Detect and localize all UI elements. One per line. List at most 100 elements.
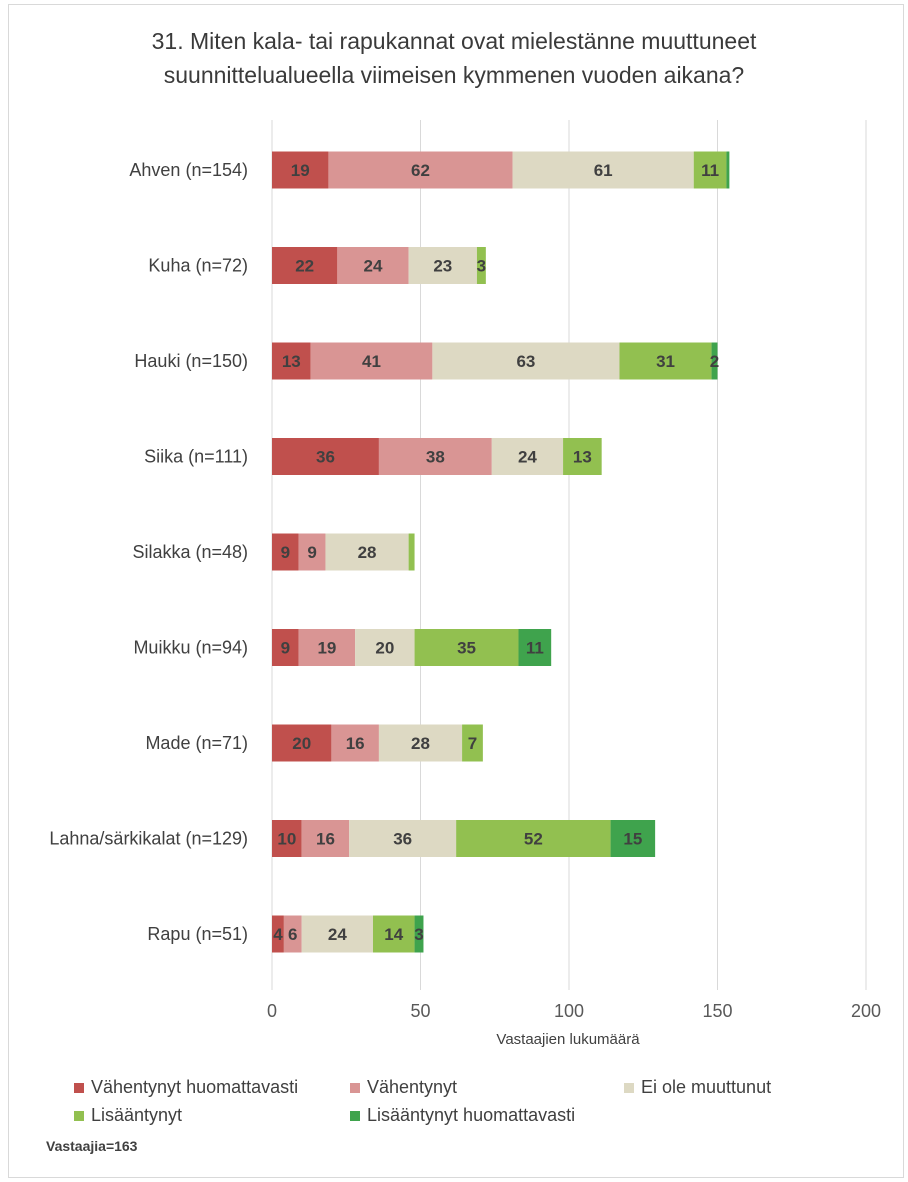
- data-label: 35: [457, 639, 476, 658]
- data-label: 19: [317, 639, 336, 658]
- data-label: 2: [710, 352, 719, 371]
- respondent-count: Vastaajia=163: [46, 1138, 138, 1154]
- bar-segment: [378, 724, 463, 762]
- category-label: Made (n=71): [145, 733, 248, 753]
- data-label: 6: [288, 925, 297, 944]
- legend-item: Lisääntynyt huomattavasti: [350, 1105, 575, 1126]
- data-label: 38: [426, 448, 445, 467]
- x-tick-label: 100: [554, 1001, 584, 1021]
- data-label: 9: [307, 543, 316, 562]
- data-label: 20: [375, 639, 394, 658]
- data-label: 19: [291, 161, 310, 180]
- bar-segment: [619, 342, 712, 380]
- category-label: Kuha (n=72): [148, 256, 248, 276]
- category-label: Ahven (n=154): [129, 160, 248, 180]
- bar-segment: [610, 820, 656, 857]
- bar-segment: [298, 533, 326, 571]
- data-label: 16: [346, 734, 365, 753]
- data-label: 61: [594, 161, 613, 180]
- bar-segment: [349, 820, 457, 857]
- bar-segment: [432, 342, 620, 380]
- data-label: 24: [518, 448, 537, 467]
- data-label: 41: [362, 352, 381, 371]
- bar-segment: [325, 533, 409, 571]
- data-label: 4: [273, 925, 283, 944]
- bar-segment: [408, 247, 477, 284]
- legend-label: Ei ole muuttunut: [641, 1077, 772, 1097]
- bar-segment: [355, 629, 415, 666]
- data-label: 13: [573, 448, 592, 467]
- bar-segment: [283, 915, 302, 953]
- data-label: 9: [281, 639, 290, 658]
- category-labels: Ahven (n=154) Kuha (n=72) Hauki (n=150) Sii…: [49, 160, 248, 944]
- bar-segment: [711, 342, 718, 380]
- bar-row: 4 6 24 14 3: [272, 915, 424, 953]
- data-label: 3: [414, 925, 423, 944]
- bar-row: 9 9 28: [272, 533, 415, 571]
- bar-segment: [272, 724, 332, 762]
- bar-segment: [272, 247, 338, 284]
- bar-segment: [378, 438, 492, 475]
- x-tick-label: 50: [410, 1001, 430, 1021]
- bar-segment: [408, 533, 415, 571]
- category-label: Silakka (n=48): [132, 542, 248, 562]
- data-label: 22: [295, 257, 314, 276]
- data-label: 52: [524, 830, 543, 849]
- bar-segment: [726, 151, 730, 189]
- data-label: 24: [364, 257, 383, 276]
- category-label: Muikku (n=94): [133, 638, 248, 658]
- bar-segment: [272, 342, 311, 380]
- data-label: 24: [328, 925, 347, 944]
- x-tick-label: 150: [702, 1001, 732, 1021]
- data-label: 31: [656, 352, 675, 371]
- chart-title-line-1: 31. Miten kala- tai rapukannat ovat miel…: [151, 28, 757, 54]
- bar-segment: [456, 820, 611, 857]
- bar-segment: [272, 151, 329, 189]
- bar-segment: [337, 247, 409, 284]
- bar-segment: [414, 915, 424, 953]
- bar-segment: [512, 151, 694, 189]
- bar-segment: [272, 438, 379, 475]
- data-label: 11: [701, 161, 719, 180]
- data-label: 36: [316, 448, 335, 467]
- x-axis-title: Vastaajien lukumäärä: [496, 1031, 640, 1048]
- bar-segment: [414, 629, 519, 666]
- bar-segment: [331, 724, 379, 762]
- legend-label: Lisääntynyt huomattavasti: [367, 1105, 576, 1125]
- x-tick-label: 0: [267, 1001, 277, 1021]
- legend-swatch: [624, 1082, 634, 1093]
- legend-label: Vähentynyt huomattavasti: [91, 1077, 299, 1097]
- bar-segment: [693, 151, 727, 189]
- data-label: 11: [526, 639, 544, 658]
- data-label: 15: [623, 830, 642, 849]
- chart-frame: [8, 4, 904, 1178]
- data-label: 3: [477, 257, 486, 276]
- bar-segment: [301, 915, 373, 953]
- legend-item: Ei ole muuttunut: [624, 1077, 771, 1098]
- bar-segment: [301, 820, 350, 857]
- legend-swatch: [350, 1110, 360, 1121]
- legend-label: Vähentynyt: [367, 1077, 458, 1097]
- data-label: 23: [433, 257, 452, 276]
- data-label: 9: [281, 543, 290, 562]
- bar-row: 22 24 23 3: [272, 247, 486, 284]
- bar-row: 20 16 28 7: [272, 724, 483, 762]
- bar-row: 13 41 63 31 2: [272, 342, 719, 380]
- bar-segment: [491, 438, 564, 475]
- legend-swatch: [350, 1082, 360, 1093]
- bar-segment: [372, 915, 415, 953]
- data-label: 63: [516, 352, 535, 371]
- legend-swatch: [74, 1082, 84, 1093]
- bar-row: 19 62 61 11: [272, 151, 730, 189]
- chart-title: 31. Miten kala- tai rapukannat ovat miel…: [0, 24, 908, 92]
- category-label: Lahna/särkikalat (n=129): [49, 829, 248, 849]
- bar-segment: [272, 533, 299, 571]
- bar-segment: [518, 629, 552, 666]
- legend-item: Vähentynyt huomattavasti: [74, 1077, 298, 1098]
- bar-segment: [476, 247, 486, 284]
- data-label: 10: [277, 830, 296, 849]
- data-label: 28: [411, 734, 430, 753]
- data-label: 13: [282, 352, 301, 371]
- data-label: 28: [358, 543, 377, 562]
